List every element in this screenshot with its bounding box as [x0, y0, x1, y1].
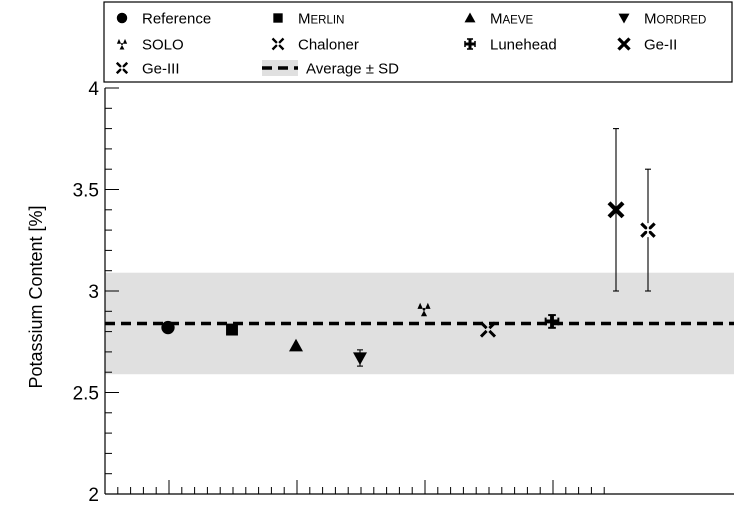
svg-text:Ge-III: Ge-III	[142, 61, 180, 78]
svg-text:MAEVE: MAEVE	[490, 11, 534, 28]
svg-text:MORDRED: MORDRED	[644, 11, 706, 28]
legend-entry-merlin: MERLIN	[273, 11, 344, 28]
plot-area	[105, 128, 734, 375]
legend: Reference MERLIN MAEVE MORDRED SOLO Chaloner L…	[103, 1, 733, 83]
svg-text:MERLIN: MERLIN	[298, 11, 344, 28]
legend-entry-ge-ii: Ge-II	[617, 37, 677, 54]
svg-text:Lunehead: Lunehead	[490, 37, 557, 54]
legend-entry-lunehead: Lunehead	[464, 37, 557, 54]
legend-entry-chaloner: Chaloner	[271, 37, 359, 54]
legend-entry-average-sd: Average ± SD	[262, 60, 399, 78]
y-tick-label: 2	[88, 485, 99, 506]
data-point-ge-iii	[640, 168, 656, 292]
svg-text:Reference: Reference	[142, 11, 211, 28]
y-tick-label: 4	[88, 79, 99, 100]
data-point-lunehead	[544, 314, 560, 329]
y-tick-label: 3	[88, 282, 99, 303]
data-point-ge-ii	[607, 128, 625, 292]
legend-entry-solo: SOLO	[116, 37, 184, 54]
data-point-chaloner	[479, 321, 497, 338]
y-tick-label: 3.5	[73, 181, 99, 202]
axes: 2 2.5 3 3.5 4	[73, 79, 734, 506]
legend-entry-maeve: MAEVE	[464, 11, 534, 28]
y-tick-label: 2.5	[73, 384, 99, 405]
data-point-maeve	[289, 338, 303, 352]
legend-entry-mordred: MORDRED	[618, 11, 706, 28]
data-point-reference	[161, 320, 175, 335]
legend-entry-ge-iii: Ge-III	[115, 61, 180, 78]
svg-text:SOLO: SOLO	[142, 37, 184, 54]
svg-text:Ge-II: Ge-II	[644, 37, 677, 54]
data-point-merlin	[226, 323, 238, 336]
svg-text:Average ± SD: Average ± SD	[306, 61, 399, 78]
y-axis-title: Potassium Content [%]	[26, 205, 46, 388]
data-point-mordred	[353, 349, 367, 367]
data-point-solo	[417, 302, 431, 317]
legend-entry-reference: Reference	[116, 11, 211, 28]
svg-text:Chaloner: Chaloner	[298, 37, 359, 54]
